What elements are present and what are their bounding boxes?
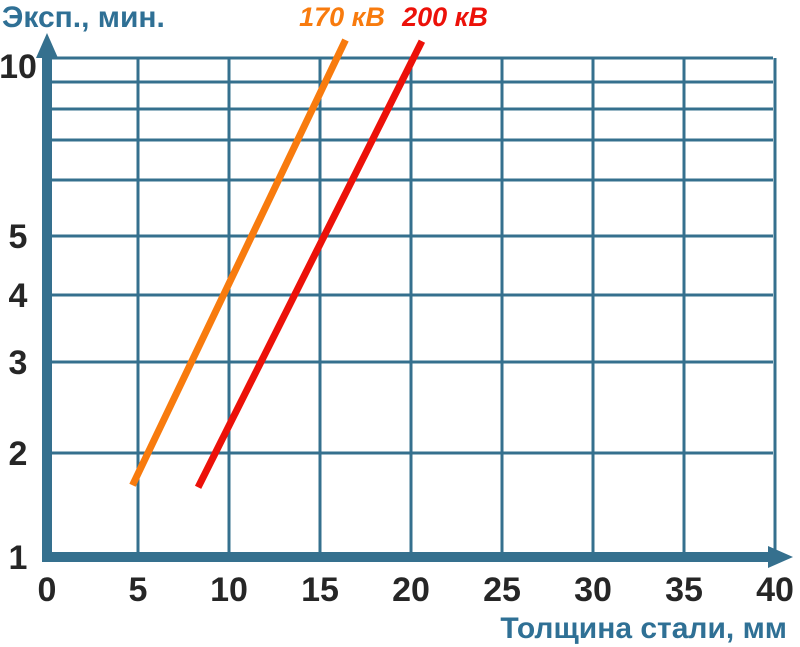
x-axis-arrow-icon [768, 546, 793, 568]
y-tick-label-5: 5 [9, 218, 28, 256]
y-tick-label-2: 2 [9, 435, 28, 473]
series-lines [129, 38, 426, 489]
y-axis-title: Эксп., мин. [2, 1, 165, 34]
x-tick-label-25: 25 [483, 571, 521, 609]
tick-labels: 1 2 3 4 5 10 0 5 10 15 20 25 30 35 40 [0, 48, 794, 609]
y-tick-label-10: 10 [0, 48, 37, 86]
y-tick-label-4: 4 [9, 277, 28, 315]
x-tick-label-30: 30 [574, 571, 612, 609]
x-tick-label-10: 10 [210, 571, 248, 609]
y-tick-label-1: 1 [9, 539, 28, 577]
y-axis-arrow-icon [36, 33, 58, 58]
series-line-170-кВ [129, 38, 349, 487]
x-tick-label-35: 35 [665, 571, 703, 609]
x-tick-label-40: 40 [756, 571, 794, 609]
x-tick-label-15: 15 [301, 571, 339, 609]
x-tick-label-0: 0 [38, 571, 57, 609]
series-label-170kv: 170 кВ [299, 2, 385, 32]
x-axis-title: Толщина стали, мм [500, 612, 787, 645]
series-label-200kv: 200 кВ [401, 2, 488, 32]
x-tick-label-20: 20 [392, 571, 430, 609]
x-tick-label-5: 5 [129, 571, 148, 609]
axes [36, 33, 793, 568]
y-tick-label-3: 3 [9, 344, 28, 382]
grid [47, 56, 777, 557]
series-line-200-кВ [194, 39, 426, 489]
